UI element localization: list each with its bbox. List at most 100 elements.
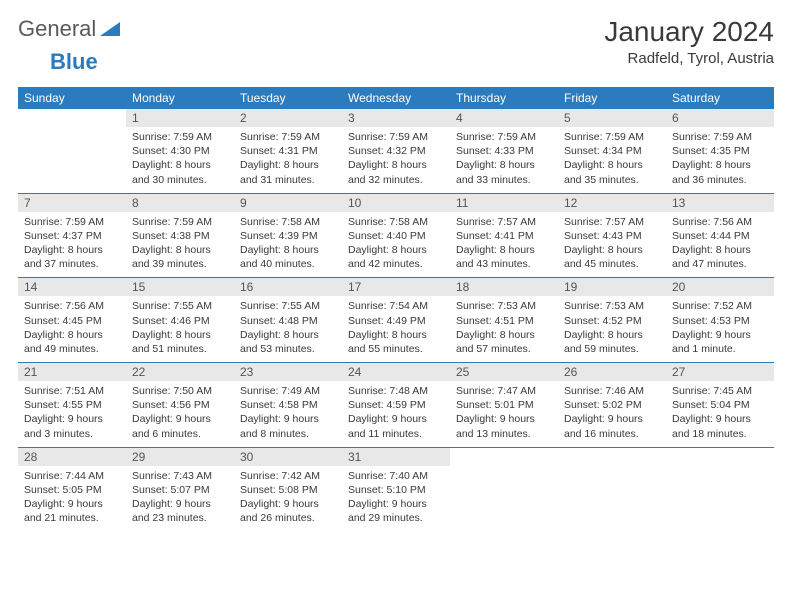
- sunrise-text: Sunrise: 7:57 AM: [456, 215, 552, 229]
- day-number-cell: 8: [126, 193, 234, 212]
- day-number-cell: 19: [558, 278, 666, 297]
- location-text: Radfeld, Tyrol, Austria: [604, 50, 774, 67]
- day-content-cell: [450, 466, 558, 532]
- sunset-text: Sunset: 4:33 PM: [456, 144, 552, 158]
- sunset-text: Sunset: 4:30 PM: [132, 144, 228, 158]
- daylight-text-2: and 30 minutes.: [132, 173, 228, 187]
- day-number-cell: 10: [342, 193, 450, 212]
- day-number-cell: 2: [234, 109, 342, 127]
- daylight-text-1: Daylight: 8 hours: [132, 158, 228, 172]
- sunset-text: Sunset: 4:59 PM: [348, 398, 444, 412]
- sunrise-text: Sunrise: 7:59 AM: [456, 130, 552, 144]
- day-number-cell: 16: [234, 278, 342, 297]
- sunrise-text: Sunrise: 7:49 AM: [240, 384, 336, 398]
- sunrise-text: Sunrise: 7:55 AM: [240, 299, 336, 313]
- sunset-text: Sunset: 4:52 PM: [564, 314, 660, 328]
- daylight-text-2: and 37 minutes.: [24, 257, 120, 271]
- daylight-text-2: and 21 minutes.: [24, 511, 120, 525]
- daylight-text-1: Daylight: 8 hours: [348, 243, 444, 257]
- sunrise-text: Sunrise: 7:40 AM: [348, 469, 444, 483]
- daylight-text-1: Daylight: 8 hours: [564, 243, 660, 257]
- sunrise-text: Sunrise: 7:59 AM: [240, 130, 336, 144]
- day-content-cell: Sunrise: 7:49 AMSunset: 4:58 PMDaylight:…: [234, 381, 342, 447]
- brand-triangle-icon: [100, 20, 120, 39]
- day-number-cell: [558, 447, 666, 466]
- day-content-cell: Sunrise: 7:50 AMSunset: 4:56 PMDaylight:…: [126, 381, 234, 447]
- month-title: January 2024: [604, 16, 774, 48]
- day-number-cell: 9: [234, 193, 342, 212]
- sunrise-text: Sunrise: 7:59 AM: [24, 215, 120, 229]
- daylight-text-1: Daylight: 9 hours: [132, 497, 228, 511]
- day-number-cell: 21: [18, 363, 126, 382]
- daylight-text-1: Daylight: 8 hours: [132, 328, 228, 342]
- sunset-text: Sunset: 4:49 PM: [348, 314, 444, 328]
- daylight-text-1: Daylight: 8 hours: [348, 158, 444, 172]
- day-content-cell: Sunrise: 7:54 AMSunset: 4:49 PMDaylight:…: [342, 296, 450, 362]
- day-number-cell: 17: [342, 278, 450, 297]
- sunrise-text: Sunrise: 7:52 AM: [672, 299, 768, 313]
- daylight-text-2: and 8 minutes.: [240, 427, 336, 441]
- day-number-cell: 4: [450, 109, 558, 127]
- daylight-text-2: and 55 minutes.: [348, 342, 444, 356]
- day-content-cell: Sunrise: 7:58 AMSunset: 4:39 PMDaylight:…: [234, 212, 342, 278]
- sunrise-text: Sunrise: 7:56 AM: [24, 299, 120, 313]
- daylight-text-2: and 57 minutes.: [456, 342, 552, 356]
- sunset-text: Sunset: 4:43 PM: [564, 229, 660, 243]
- weekday-header: Friday: [558, 87, 666, 109]
- day-number-cell: 11: [450, 193, 558, 212]
- daylight-text-1: Daylight: 9 hours: [672, 412, 768, 426]
- daylight-text-1: Daylight: 8 hours: [24, 243, 120, 257]
- sunrise-text: Sunrise: 7:59 AM: [672, 130, 768, 144]
- daylight-text-2: and 32 minutes.: [348, 173, 444, 187]
- daylight-text-2: and 6 minutes.: [132, 427, 228, 441]
- sunrise-text: Sunrise: 7:54 AM: [348, 299, 444, 313]
- sunrise-text: Sunrise: 7:56 AM: [672, 215, 768, 229]
- sunrise-text: Sunrise: 7:53 AM: [456, 299, 552, 313]
- calendar-body: 123456Sunrise: 7:59 AMSunset: 4:30 PMDay…: [18, 109, 774, 532]
- daylight-text-2: and 36 minutes.: [672, 173, 768, 187]
- weekday-header: Saturday: [666, 87, 774, 109]
- sunset-text: Sunset: 4:35 PM: [672, 144, 768, 158]
- sunset-text: Sunset: 4:32 PM: [348, 144, 444, 158]
- day-number-cell: 3: [342, 109, 450, 127]
- daylight-text-2: and 18 minutes.: [672, 427, 768, 441]
- sunset-text: Sunset: 4:45 PM: [24, 314, 120, 328]
- daylight-text-1: Daylight: 9 hours: [132, 412, 228, 426]
- sunset-text: Sunset: 5:10 PM: [348, 483, 444, 497]
- sunrise-text: Sunrise: 7:48 AM: [348, 384, 444, 398]
- day-content-cell: Sunrise: 7:59 AMSunset: 4:35 PMDaylight:…: [666, 127, 774, 193]
- sunset-text: Sunset: 5:01 PM: [456, 398, 552, 412]
- sunrise-text: Sunrise: 7:57 AM: [564, 215, 660, 229]
- day-number-cell: 31: [342, 447, 450, 466]
- day-content-cell: Sunrise: 7:45 AMSunset: 5:04 PMDaylight:…: [666, 381, 774, 447]
- daylight-text-1: Daylight: 8 hours: [672, 243, 768, 257]
- day-content-cell: Sunrise: 7:56 AMSunset: 4:45 PMDaylight:…: [18, 296, 126, 362]
- sunset-text: Sunset: 4:51 PM: [456, 314, 552, 328]
- day-number-cell: 7: [18, 193, 126, 212]
- daylight-text-2: and 43 minutes.: [456, 257, 552, 271]
- daylight-text-1: Daylight: 8 hours: [348, 328, 444, 342]
- header-right: January 2024 Radfeld, Tyrol, Austria: [604, 16, 774, 67]
- sunrise-text: Sunrise: 7:44 AM: [24, 469, 120, 483]
- day-number-cell: 27: [666, 363, 774, 382]
- day-number-cell: [666, 447, 774, 466]
- day-content-cell: Sunrise: 7:59 AMSunset: 4:34 PMDaylight:…: [558, 127, 666, 193]
- sunset-text: Sunset: 4:41 PM: [456, 229, 552, 243]
- sunrise-text: Sunrise: 7:59 AM: [132, 215, 228, 229]
- day-content-cell: Sunrise: 7:57 AMSunset: 4:43 PMDaylight:…: [558, 212, 666, 278]
- daylight-text-1: Daylight: 8 hours: [456, 158, 552, 172]
- sunrise-text: Sunrise: 7:46 AM: [564, 384, 660, 398]
- day-number-cell: [450, 447, 558, 466]
- day-content-cell: [666, 466, 774, 532]
- daylight-text-1: Daylight: 8 hours: [24, 328, 120, 342]
- daylight-text-1: Daylight: 9 hours: [672, 328, 768, 342]
- day-content-cell: Sunrise: 7:59 AMSunset: 4:38 PMDaylight:…: [126, 212, 234, 278]
- day-content-cell: Sunrise: 7:55 AMSunset: 4:46 PMDaylight:…: [126, 296, 234, 362]
- day-number-cell: 1: [126, 109, 234, 127]
- sunset-text: Sunset: 4:38 PM: [132, 229, 228, 243]
- sunrise-text: Sunrise: 7:59 AM: [348, 130, 444, 144]
- sunset-text: Sunset: 5:02 PM: [564, 398, 660, 412]
- day-number-cell: 13: [666, 193, 774, 212]
- day-content-cell: Sunrise: 7:53 AMSunset: 4:52 PMDaylight:…: [558, 296, 666, 362]
- calendar-table: Sunday Monday Tuesday Wednesday Thursday…: [18, 87, 774, 532]
